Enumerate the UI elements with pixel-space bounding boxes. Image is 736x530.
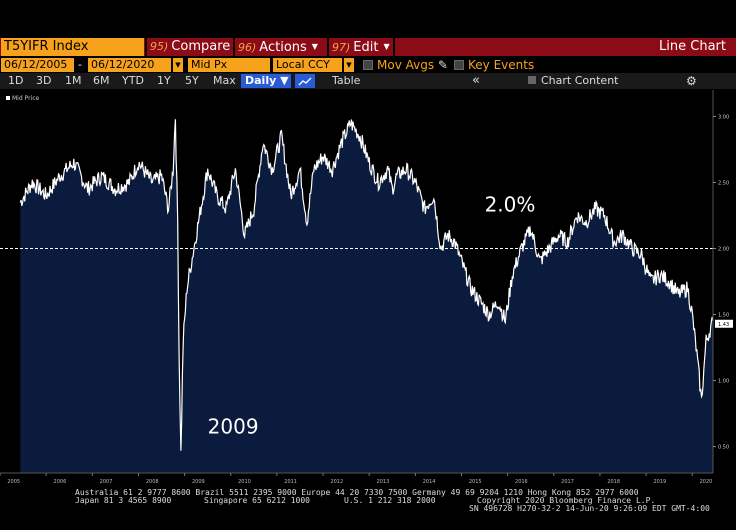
x-tick-label: 2008 — [146, 479, 159, 485]
compare-label: Compare — [171, 39, 231, 54]
legend-swatch — [6, 96, 10, 100]
x-tick-label: 2015 — [469, 479, 482, 485]
footer-line-1: Australia 61 2 9777 8600 Brazil 5511 239… — [75, 488, 639, 497]
panel-icon — [528, 76, 536, 84]
x-tick-label: 2006 — [54, 479, 67, 485]
compare-number: 95) — [150, 40, 169, 53]
divider — [393, 38, 395, 56]
actions-number: 96) — [238, 41, 257, 54]
ticker-field[interactable]: T5YIFR Index — [1, 38, 144, 56]
x-tick-label: 2016 — [515, 479, 528, 485]
chevron-down-icon: ▼ — [311, 42, 318, 51]
x-tick-label: 2020 — [700, 479, 713, 485]
chart-annotation: 2009 — [208, 414, 259, 438]
collapse-icon[interactable]: « — [472, 73, 480, 88]
chart-content-button[interactable]: Chart Content — [528, 73, 618, 89]
divider — [145, 38, 147, 56]
edit-label: Edit — [353, 40, 379, 55]
legend: Mid Price — [6, 95, 39, 102]
edit-menu[interactable]: 97) Edit ▼ — [332, 38, 390, 56]
series-line — [19, 119, 714, 451]
x-tick-label: 2017 — [561, 479, 574, 485]
key-events-checkbox[interactable] — [454, 60, 464, 70]
range-max[interactable]: Max — [213, 74, 236, 87]
x-tick-label: 2007 — [100, 479, 113, 485]
start-date-field[interactable]: 06/12/2005 — [1, 58, 74, 72]
end-date-field[interactable]: 06/12/2020 — [88, 58, 171, 72]
y-tick-label: 2.50 — [718, 180, 729, 186]
y-tick-label: 0.50 — [718, 445, 729, 451]
range-1d[interactable]: 1D — [8, 74, 24, 87]
chevron-down-icon: ▼ — [383, 42, 390, 51]
range-bar — [0, 73, 736, 89]
chart-type-label: Line Chart — [659, 39, 726, 54]
mov-avgs-checkbox[interactable] — [363, 60, 373, 70]
footer-line-2c: U.S. 1 212 318 2000 — [344, 496, 436, 505]
range-1m[interactable]: 1M — [65, 74, 82, 87]
legend-label: Mid Price — [12, 95, 40, 102]
y-tick-label: 2.00 — [718, 246, 729, 252]
mov-avgs-text: Mov Avgs — [377, 58, 435, 72]
pencil-icon[interactable]: ✎ — [437, 58, 448, 72]
x-tick-label: 2009 — [192, 479, 205, 485]
range-1y[interactable]: 1Y — [157, 74, 171, 87]
last-value-label: 1.43 — [718, 322, 729, 328]
line-chart-icon[interactable] — [295, 74, 315, 88]
frequency-dropdown[interactable]: Daily ▼ — [241, 74, 291, 88]
footer-session: SN 496728 H270-32-2 14-Jun-20 9:26:09 ED… — [469, 504, 710, 513]
x-tick-label: 2014 — [423, 479, 436, 485]
mov-avgs-label[interactable]: Mov Avgs ✎ — [377, 58, 448, 72]
x-tick-label: 2011 — [284, 479, 297, 485]
actions-label: Actions — [259, 40, 307, 55]
actions-menu[interactable]: 96) Actions ▼ — [238, 38, 318, 56]
footer: Australia 61 2 9777 8600 Brazil 5511 239… — [0, 488, 736, 530]
compare-menu[interactable]: 95) Compare — [150, 38, 230, 56]
divider — [327, 38, 329, 56]
range-3d[interactable]: 3D — [36, 74, 52, 87]
range-5y[interactable]: 5Y — [185, 74, 199, 87]
y-tick-label: 1.50 — [718, 313, 729, 319]
footer-line-2b: Singapore 65 6212 1000 — [204, 496, 310, 505]
x-tick-label: 2012 — [330, 479, 343, 485]
chart-content-label: Chart Content — [541, 74, 619, 87]
last-value-badge — [715, 319, 733, 328]
key-events-label[interactable]: Key Events — [468, 58, 535, 72]
divider — [233, 38, 235, 56]
x-tick-label: 2005 — [7, 479, 20, 485]
calendar-dropdown-icon[interactable]: ▼ — [173, 58, 183, 72]
command-bar — [0, 38, 736, 56]
range-6m[interactable]: 6M — [93, 74, 110, 87]
gear-icon[interactable]: ⚙ — [686, 74, 697, 88]
line-chart[interactable]: 3.00 2.50 2.00 1.50 1.00 0.50 1.43 2005 2006 2007… — [0, 90, 736, 490]
edit-number: 97) — [332, 41, 351, 54]
x-tick-label: 2018 — [607, 479, 620, 485]
x-tick-label: 2010 — [238, 479, 251, 485]
field-selector[interactable]: Mid Px — [188, 58, 270, 72]
x-tick-label: 2019 — [653, 479, 666, 485]
range-ytd[interactable]: YTD — [122, 74, 144, 87]
y-tick-label: 3.00 — [718, 114, 729, 120]
y-tick-label: 1.00 — [718, 379, 729, 385]
currency-selector[interactable]: Local CCY — [273, 58, 342, 72]
chevron-down-icon[interactable]: ▼ — [344, 58, 354, 72]
table-button[interactable]: Table — [332, 74, 361, 87]
date-separator: - — [78, 58, 82, 71]
area-fill — [20, 119, 714, 474]
footer-copyright: Copyright 2020 Bloomberg Finance L.P. — [477, 496, 656, 505]
x-tick-label: 2013 — [377, 479, 390, 485]
chart-annotation: 2.0% — [485, 193, 536, 217]
footer-line-2a: Japan 81 3 4565 8900 — [75, 496, 172, 505]
